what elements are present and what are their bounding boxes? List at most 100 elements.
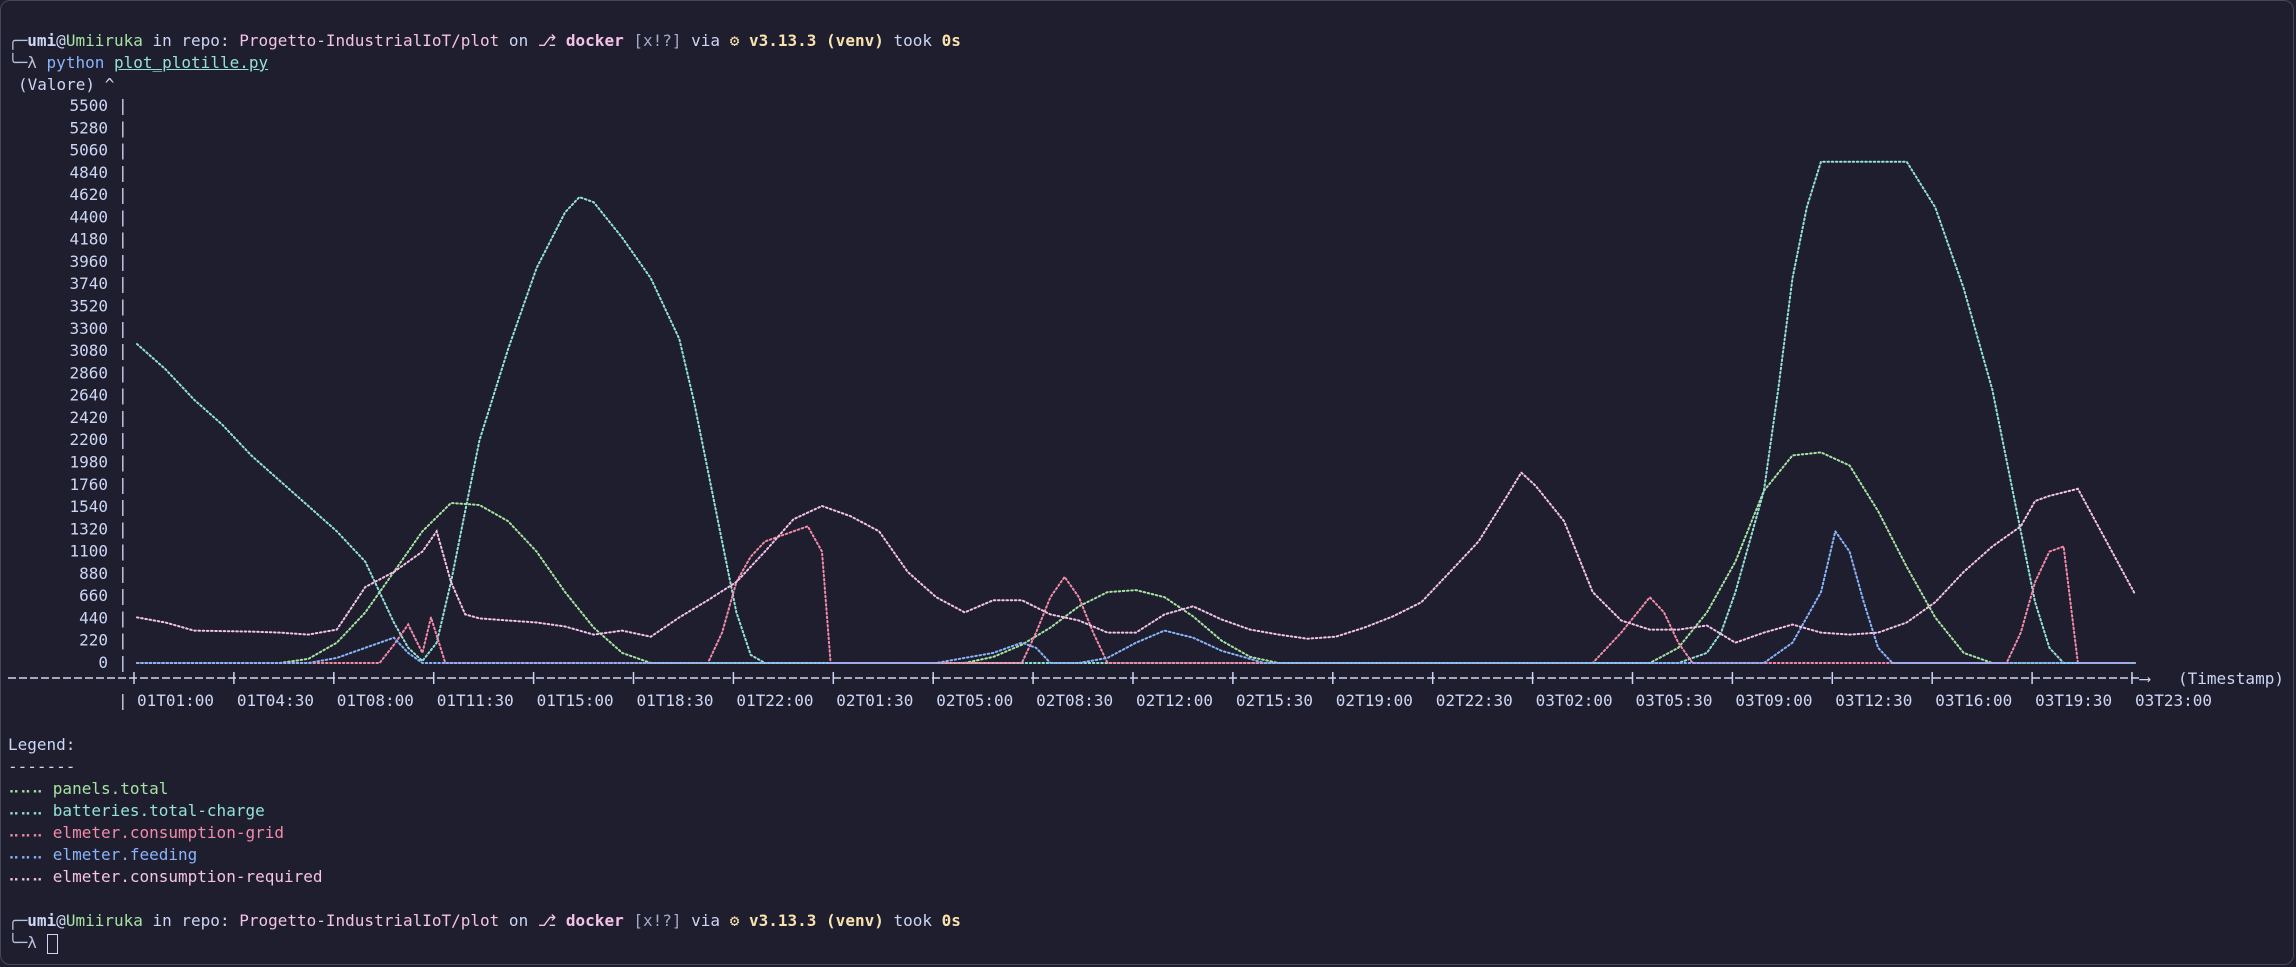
- legend-item: ⠤⠤⠤ elmeter.feeding: [8, 844, 197, 866]
- x-tick-label: 02T08:30: [1036, 691, 1113, 710]
- legend-label: panels.total: [52, 779, 169, 798]
- x-axis-bar: |: [118, 691, 128, 710]
- prompt-on: on: [499, 911, 538, 930]
- prompt-in-repo: in repo:: [142, 31, 240, 50]
- y-tick-label: 1100: [69, 542, 108, 561]
- y-tick-label: 5500: [69, 96, 108, 115]
- prompt-venv: (venv): [826, 911, 884, 930]
- command-line: ╰─λ python plot_plotille.py: [8, 52, 268, 74]
- y-axis-bar: |: [118, 230, 128, 249]
- legend-marker: ⠤⠤⠤: [8, 845, 53, 864]
- y-tick-label: 2200: [69, 430, 108, 449]
- y-axis-bar: |: [118, 252, 128, 271]
- y-axis-bar: |: [118, 163, 128, 182]
- prompt-duration: 0s: [941, 31, 961, 50]
- command-program: python: [46, 53, 105, 72]
- y-axis-bar: |: [118, 519, 128, 538]
- prompt-user: umi: [27, 911, 57, 930]
- y-tick-label: 4180: [69, 230, 108, 249]
- legend-label: elmeter.feeding: [52, 845, 198, 864]
- x-tick-label: 02T01:30: [836, 691, 913, 710]
- prompt-at: @: [56, 911, 66, 930]
- series-line-panels-total: [136, 451, 2136, 664]
- legend-item: ⠤⠤⠤ batteries.total-charge: [8, 800, 265, 822]
- y-axis-bar: |: [118, 118, 128, 137]
- legend-item: ⠤⠤⠤ elmeter.consumption-required: [8, 866, 323, 888]
- x-tick-label: 01T01:00: [137, 691, 214, 710]
- prompt-branch: docker: [565, 911, 624, 930]
- prompt-python-version: v3.13.3: [748, 31, 817, 50]
- legend-label: elmeter.consumption-grid: [52, 823, 284, 842]
- x-tick-label: 03T19:30: [2035, 691, 2112, 710]
- y-tick-label: 5060: [69, 141, 108, 160]
- prompt-repo: Progetto-IndustrialIoT/plot: [239, 911, 500, 930]
- y-tick-label: 4400: [69, 207, 108, 226]
- y-tick-label: 3520: [69, 297, 108, 316]
- y-tick-label: 0: [98, 653, 108, 672]
- y-tick-label: 3740: [69, 274, 108, 293]
- y-axis-bar: |: [118, 341, 128, 360]
- y-axis-bar: |: [118, 185, 128, 204]
- x-tick-label: 03T02:00: [1536, 691, 1613, 710]
- y-tick-label: 4620: [69, 185, 108, 204]
- line-chart: (Valore) ^5500 |5280 |5060 |4840 |4620 |4400 |…: [8, 75, 2284, 710]
- series-line-elmeter-consumption-required: [136, 471, 2136, 644]
- y-tick-label: 5280: [69, 118, 108, 137]
- y-axis-bar: |: [118, 274, 128, 293]
- prompt-arrow: ╰─λ: [8, 933, 37, 952]
- x-tick-label: 02T15:30: [1236, 691, 1313, 710]
- prompt-took: took: [883, 31, 942, 50]
- y-axis-bar: |: [118, 586, 128, 605]
- y-tick-label: 1320: [69, 519, 108, 538]
- y-tick-label: 880: [79, 564, 108, 583]
- prompt-host: Umiiruka: [65, 911, 143, 930]
- legend-title: Legend:: [8, 735, 76, 754]
- x-tick-label: 02T12:00: [1136, 691, 1213, 710]
- y-tick-label: 660: [79, 586, 108, 605]
- x-tick-label: 02T05:00: [936, 691, 1013, 710]
- prompt-at: @: [56, 31, 66, 50]
- legend-rule: -------: [8, 757, 76, 776]
- command-file-link[interactable]: plot_plotille.py: [113, 53, 269, 72]
- x-tick-label: 03T23:00: [2135, 691, 2212, 710]
- y-tick-label: 3080: [69, 341, 108, 360]
- y-tick-label: 1980: [69, 452, 108, 471]
- y-tick-label: 440: [79, 608, 108, 627]
- x-tick-label: 02T19:00: [1336, 691, 1413, 710]
- input-line: ╰─λ: [8, 932, 58, 954]
- y-axis-bar: |: [118, 363, 128, 382]
- y-axis-bar: |: [118, 430, 128, 449]
- prompt-corner: ╭─: [8, 31, 28, 50]
- x-axis-arrow: ⟶: [2139, 669, 2151, 688]
- prompt-in-repo: in repo:: [142, 911, 240, 930]
- x-tick-label: 03T05:30: [1636, 691, 1713, 710]
- y-axis-bar: |: [118, 564, 128, 583]
- prompt-host: Umiiruka: [65, 31, 143, 50]
- legend-marker: ⠤⠤⠤: [8, 823, 53, 842]
- prompt-line-2: ╭─umi@Umiiruka in repo: Progetto-Industr…: [8, 910, 961, 932]
- x-tick-label: 01T08:00: [337, 691, 414, 710]
- y-tick-label: 1540: [69, 497, 108, 516]
- y-axis-bar: |: [118, 207, 128, 226]
- legend-marker: ⠤⠤⠤: [8, 867, 53, 886]
- prompt-on: on: [499, 31, 538, 50]
- y-tick-label: 2860: [69, 363, 108, 382]
- prompt-duration: 0s: [941, 911, 961, 930]
- x-tick-label: 03T12:30: [1835, 691, 1912, 710]
- legend-item: ⠤⠤⠤ elmeter.consumption-grid: [8, 822, 284, 844]
- x-tick-label: 01T18:30: [637, 691, 714, 710]
- y-axis-bar: |: [118, 96, 128, 115]
- y-axis-bar: |: [118, 497, 128, 516]
- git-branch-icon: ⎇: [537, 911, 557, 930]
- y-tick-label: 2640: [69, 386, 108, 405]
- legend-marker: ⠤⠤⠤: [8, 801, 53, 820]
- prompt-git-status: [x!?]: [633, 31, 682, 50]
- prompt-python-version: v3.13.3: [748, 911, 817, 930]
- terminal-cursor[interactable]: [46, 933, 58, 954]
- prompt-corner: ╭─: [8, 911, 28, 930]
- series-line-batteries-total-charge: [136, 160, 2136, 664]
- y-axis-bar: |: [118, 141, 128, 160]
- prompt-arrow: ╰─λ: [8, 53, 37, 72]
- x-tick-label: 03T16:00: [1935, 691, 2012, 710]
